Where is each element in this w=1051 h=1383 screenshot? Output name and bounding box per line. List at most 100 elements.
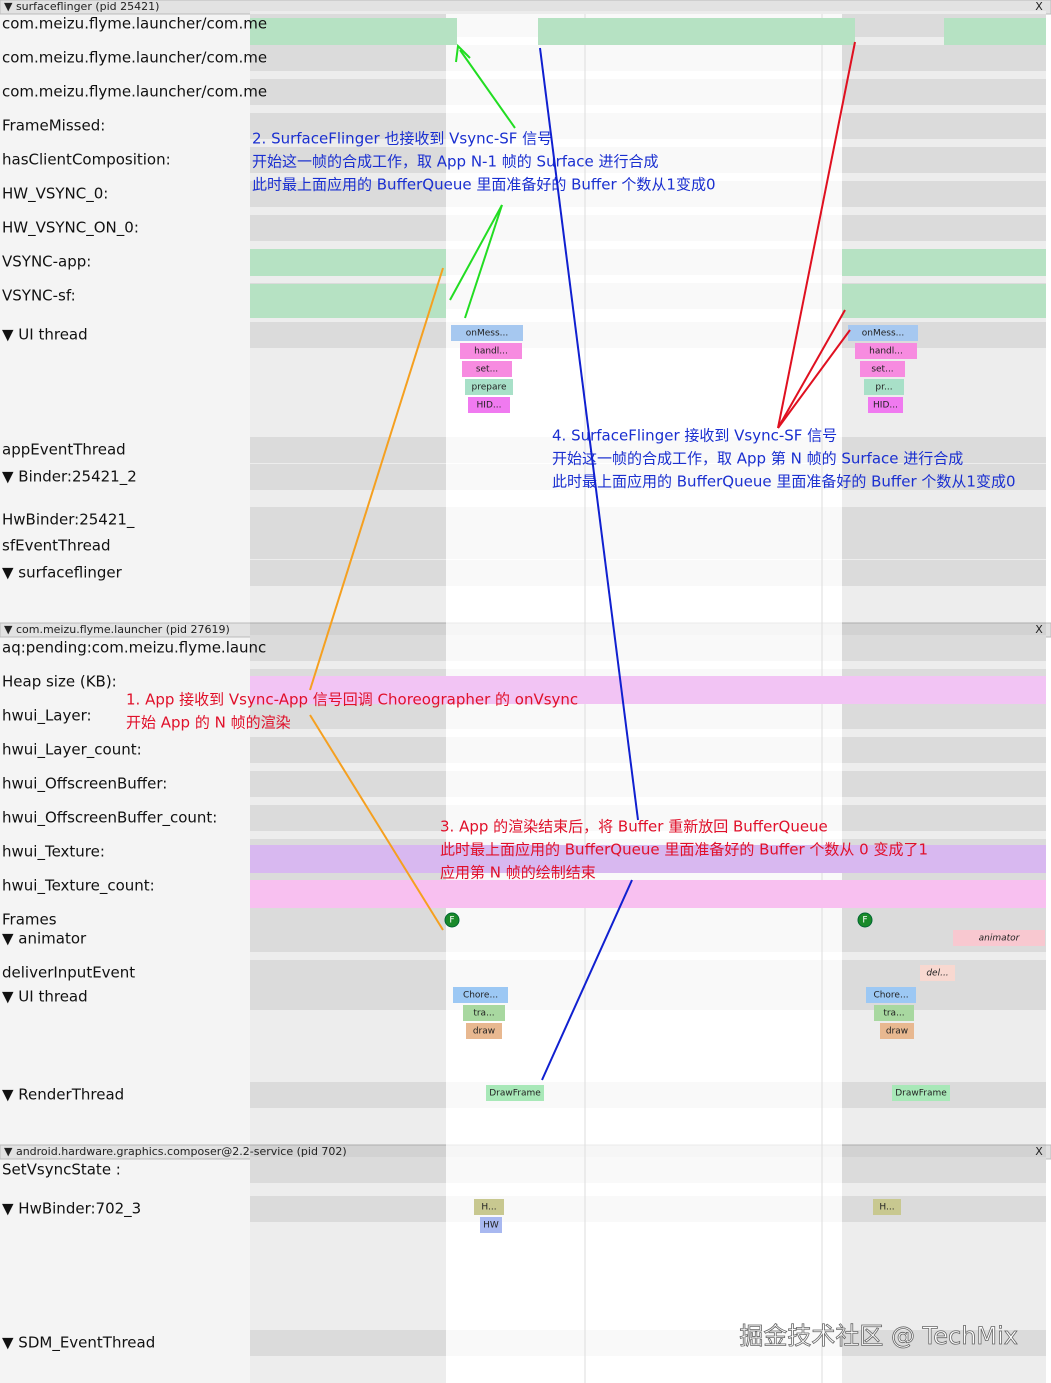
slice-label: Chore... (873, 991, 908, 1001)
slice[interactable] (468, 397, 510, 413)
frame-label: F (862, 916, 867, 926)
counter-fill (250, 284, 446, 318)
arrow (449, 204, 503, 301)
counter-fill (250, 18, 457, 45)
slice-label: animator (979, 934, 1021, 944)
slice-label: del... (926, 969, 948, 979)
track-label: hwui_Layer_count: (2, 741, 142, 760)
slice-label: prepare (471, 383, 506, 393)
track-label: hwui_Layer: (2, 707, 92, 726)
frame-marker[interactable] (857, 912, 873, 928)
slice[interactable] (462, 361, 512, 377)
track-label: ▼ UI thread (2, 988, 88, 1006)
annotation: 此时最上面应用的 BufferQueue 里面准备好的 Buffer 个数从 0… (440, 841, 928, 859)
slice[interactable] (480, 1217, 502, 1233)
slice[interactable] (864, 379, 904, 395)
slice[interactable] (892, 1085, 950, 1101)
track-label: FrameMissed: (2, 117, 105, 135)
close-button[interactable]: X (1035, 0, 1043, 13)
track-label: aq:pending:com.meizu.flyme.launc (2, 639, 266, 657)
watermark: 掘金技术社区 @ TechMix (739, 1322, 1018, 1350)
annotation: 1. App 接收到 Vsync-App 信号回调 Choreographer … (126, 691, 578, 709)
slice[interactable] (466, 1023, 502, 1039)
track-label: com.meizu.flyme.launcher/com.me (2, 15, 267, 33)
slice[interactable] (465, 379, 513, 395)
foreground: ▼ surfaceflinger (pid 25421) Xcom.meizu.f… (2, 0, 1045, 1353)
track-label: Frames (2, 911, 57, 929)
track-label: ▼ SDM_EventThread (2, 1334, 155, 1353)
track-label: HW_VSYNC_ON_0: (2, 219, 139, 238)
slice[interactable] (873, 1199, 901, 1215)
annotation: 应用第 N 帧的绘制结束 (440, 864, 596, 882)
counter-fill (538, 18, 855, 45)
track-label: hwui_Texture: (2, 843, 105, 862)
counter-fill (250, 249, 446, 276)
track-label: com.meizu.flyme.launcher/com.me (2, 83, 267, 101)
slice[interactable] (920, 965, 955, 981)
slice-label: pr... (875, 383, 892, 393)
track-label: hwui_OffscreenBuffer: (2, 775, 167, 794)
section-title: ▼ com.meizu.flyme.launcher (pid 27619) (4, 623, 230, 636)
track-label: appEventThread (2, 441, 126, 459)
slice-label: tra... (883, 1009, 904, 1019)
slice[interactable] (463, 1005, 505, 1021)
track-label: VSYNC-sf: (2, 287, 76, 305)
counter-fill (944, 18, 1046, 45)
close-button[interactable]: X (1035, 623, 1043, 636)
slice[interactable] (453, 987, 508, 1003)
slice[interactable] (880, 1023, 914, 1039)
slice-label: set... (871, 365, 893, 375)
slice-label: HID... (873, 401, 898, 411)
arrow (541, 879, 633, 1081)
track-label: HwBinder:25421_ (2, 511, 135, 530)
track-label: deliverInputEvent (2, 964, 135, 982)
slice-label: DrawFrame (895, 1089, 947, 1099)
track-label: hasClientComposition: (2, 151, 171, 169)
slice-label: DrawFrame (489, 1089, 541, 1099)
slice[interactable] (953, 930, 1045, 946)
annotation: 开始 App 的 N 帧的渲染 (126, 714, 291, 732)
slice-label: draw (886, 1027, 908, 1037)
annotation: 3. App 的渲染结束后，将 Buffer 重新放回 BufferQueue (440, 818, 828, 836)
track-label: Heap size (KB): (2, 673, 117, 691)
arrow (777, 329, 851, 429)
counter-fill (250, 845, 1046, 873)
slice-label: onMess... (862, 329, 904, 339)
slice[interactable] (860, 361, 905, 377)
slice[interactable] (474, 1199, 504, 1215)
slice-label: handl... (474, 347, 508, 357)
slice[interactable] (451, 325, 523, 341)
slice[interactable] (486, 1085, 544, 1101)
slice[interactable] (848, 325, 918, 341)
slice-label: draw (473, 1027, 495, 1037)
slice-label: handl... (869, 347, 903, 357)
annotation: 开始这一帧的合成工作，取 App 第 N 帧的 Surface 进行合成 (552, 450, 963, 468)
arrow (309, 267, 444, 691)
slice[interactable] (868, 397, 903, 413)
arrow (539, 47, 639, 821)
arrow (309, 714, 444, 931)
section-title: ▼ android.hardware.graphics.composer@2.2… (4, 1145, 347, 1158)
slice[interactable] (874, 1005, 914, 1021)
slice-label: H... (481, 1203, 496, 1213)
track-label: com.meizu.flyme.launcher/com.me (2, 49, 267, 67)
slice[interactable] (855, 343, 917, 359)
track-label: ▼ Binder:25421_2 (2, 468, 137, 487)
track-label: ▼ RenderThread (2, 1086, 124, 1104)
section-title: ▼ surfaceflinger (pid 25421) (4, 0, 159, 13)
arrow (459, 49, 516, 129)
track-label: sfEventThread (2, 537, 111, 555)
slice-label: set... (476, 365, 498, 375)
close-button[interactable]: X (1035, 1145, 1043, 1158)
slice[interactable] (866, 987, 916, 1003)
frame-marker[interactable] (444, 912, 460, 928)
arrow (777, 41, 856, 429)
annotation: 开始这一帧的合成工作，取 App N-1 帧的 Surface 进行合成 (252, 153, 658, 171)
slice[interactable] (460, 343, 522, 359)
track-label: ▼ UI thread (2, 326, 88, 344)
arrow-head (455, 43, 471, 63)
counter-fill (842, 249, 1046, 276)
annotation: 此时最上面应用的 BufferQueue 里面准备好的 Buffer 个数从1变… (252, 176, 716, 194)
